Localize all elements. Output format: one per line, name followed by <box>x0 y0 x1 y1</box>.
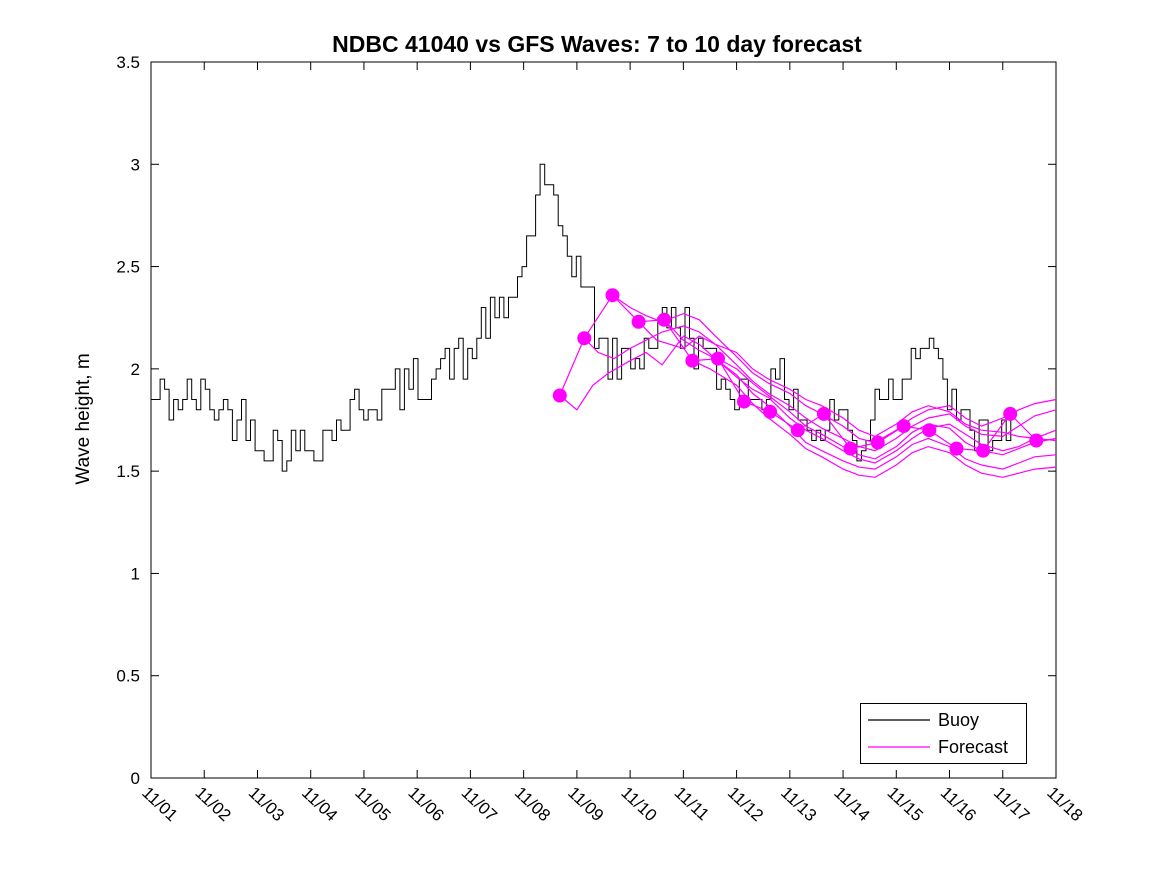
y-tick-label: 2.5 <box>116 258 140 277</box>
x-tick-label: 11/15 <box>884 783 927 825</box>
forecast-marker <box>737 394 751 409</box>
forecast-marker <box>870 435 885 450</box>
x-tick-label: 11/11 <box>671 783 713 824</box>
forecast-marker <box>685 353 700 368</box>
legend: Buoy Forecast <box>860 703 1027 764</box>
forecast-marker <box>976 443 991 458</box>
forecast-marker <box>896 419 911 434</box>
x-tick-label: 11/10 <box>617 783 660 825</box>
y-tick-label: 1.5 <box>116 462 140 481</box>
x-tick-label: 11/09 <box>564 783 607 825</box>
x-tick-label: 11/05 <box>351 783 394 825</box>
x-tick-label: 11/17 <box>990 783 1033 825</box>
x-tick-label: 11/06 <box>404 783 447 825</box>
forecast-series-line <box>583 325 1057 452</box>
forecast-marker <box>949 441 964 456</box>
forecast-marker <box>816 406 831 421</box>
forecast-marker <box>763 404 778 419</box>
forecast-series-line <box>692 360 1057 478</box>
forecast-series-line <box>638 321 1057 442</box>
forecast-marker <box>605 288 620 303</box>
x-tick-label: 11/18 <box>1043 783 1086 825</box>
x-tick-label: 11/04 <box>298 783 341 825</box>
y-tick-label: 0 <box>131 769 140 788</box>
forecast-marker <box>1003 406 1018 421</box>
x-tick-label: 11/08 <box>511 783 554 825</box>
forecast-marker <box>577 331 592 346</box>
forecast-marker <box>657 312 672 327</box>
forecast-series-line <box>559 335 1057 464</box>
y-tick-label: 3.5 <box>116 53 140 72</box>
y-tick-label: 2 <box>131 360 140 379</box>
chart-title: NDBC 41040 vs GFS Waves: 7 to 10 day for… <box>332 31 862 57</box>
y-tick-label: 0.5 <box>116 667 140 686</box>
x-tick-label: 11/12 <box>724 783 767 825</box>
legend-forecast-label: Forecast <box>938 737 1008 757</box>
forecast-marker <box>711 351 725 366</box>
legend-box <box>860 703 1027 764</box>
x-tick-label: 11/01 <box>138 783 181 825</box>
forecast-series-line <box>612 294 1057 444</box>
x-tick-label: 11/16 <box>937 783 980 825</box>
forecast-marker <box>1029 433 1044 448</box>
y-tick-label: 1 <box>131 564 140 583</box>
buoy-series <box>151 163 1012 472</box>
forecast-series-line <box>663 319 1057 470</box>
x-tick-label: 11/07 <box>458 783 501 825</box>
legend-buoy-label: Buoy <box>938 710 979 730</box>
forecast-marker <box>631 314 646 329</box>
forecast-marker <box>843 441 858 456</box>
legend-item-buoy: Buoy <box>868 710 979 730</box>
legend-item-forecast: Forecast <box>868 737 1008 757</box>
forecast-marker <box>922 423 937 438</box>
forecast-marker <box>552 388 567 403</box>
axes-box <box>150 61 1057 779</box>
x-tick-label: 11/13 <box>777 783 820 825</box>
x-tick-label: 11/02 <box>192 783 235 825</box>
forecast-marker <box>790 423 805 438</box>
x-tick-label: 11/03 <box>245 783 288 825</box>
y-tick-label: 3 <box>131 155 140 174</box>
x-tick-label: 11/14 <box>830 783 873 825</box>
y-axis-label: Wave height, m <box>73 353 94 484</box>
forecast-series-line <box>717 358 1057 460</box>
